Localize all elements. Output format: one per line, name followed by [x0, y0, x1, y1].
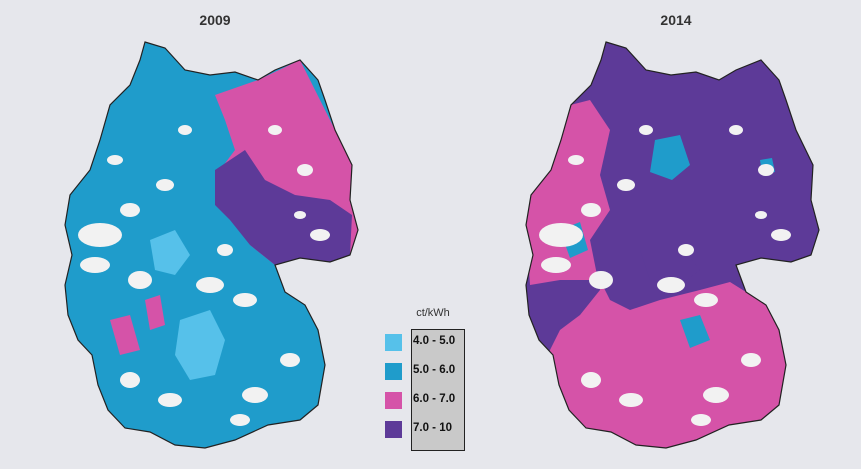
legend-item [385, 419, 402, 439]
border-2009 [64, 41, 359, 449]
border-2014 [525, 41, 820, 449]
legend-swatch-5-6 [385, 362, 402, 380]
legend-swatch-7-10 [385, 420, 402, 438]
map-2014 [526, 42, 819, 448]
region-6-7-west [145, 295, 165, 330]
legend-unit: ct/kWh [416, 307, 450, 319]
legend-label: 6.0 - 7.0 [413, 393, 456, 405]
legend-label: 4.0 - 5.0 [413, 335, 456, 347]
legend: ct/kWh 4.0 - 5.0 5.0 - 6.0 6.0 - 7.0 7.0… [383, 307, 465, 451]
region-4-5 [150, 230, 190, 275]
legend-swatch-4-5 [385, 333, 402, 351]
legend-item [385, 390, 402, 410]
region-5-6-south [680, 315, 710, 348]
legend-label: 7.0 - 10 [413, 422, 452, 434]
region-6-7-sw [110, 315, 140, 355]
map-title-2014: 2014 [660, 12, 692, 28]
legend-swatch-6-7 [385, 391, 402, 409]
region-6-7-west-south [526, 100, 786, 448]
legend-item [385, 361, 402, 381]
region-4-5-south [175, 310, 225, 380]
region-5-6-north [650, 135, 690, 180]
map-title-2009: 2009 [199, 12, 231, 28]
gaps-2014 [539, 125, 791, 426]
legend-label: 5.0 - 6.0 [413, 364, 456, 376]
map-2009 [65, 42, 358, 448]
gaps-2009 [78, 125, 330, 426]
legend-item [385, 332, 402, 352]
legend-box [411, 329, 465, 451]
